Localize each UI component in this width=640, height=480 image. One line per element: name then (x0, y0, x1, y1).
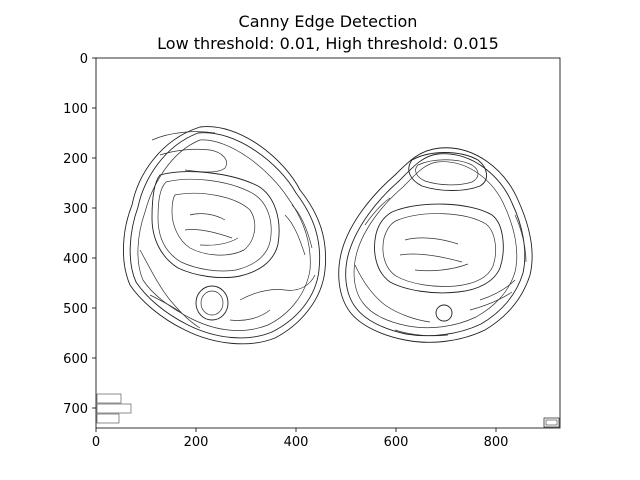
y-axis: 0 100 200 300 400 500 600 700 (63, 52, 96, 417)
edge-image (95, 57, 561, 429)
figure-subtitle: Low threshold: 0.01, High threshold: 0.0… (157, 34, 499, 53)
x-axis: 0 200 400 600 800 (92, 428, 509, 450)
x-tick-label: 600 (384, 435, 409, 450)
y-tick-label: 500 (63, 302, 88, 317)
figure-title: Canny Edge Detection (238, 12, 418, 31)
y-tick-label: 600 (63, 352, 88, 367)
y-tick-label: 200 (63, 152, 88, 167)
x-tick-label: 200 (184, 435, 209, 450)
x-tick-label: 400 (284, 435, 309, 450)
x-tick-label: 800 (484, 435, 509, 450)
y-tick-label: 100 (63, 102, 88, 117)
x-tick-label: 0 (92, 435, 100, 450)
y-tick-label: 400 (63, 252, 88, 267)
axes-frame (95, 57, 561, 429)
y-tick-label: 700 (63, 402, 88, 417)
y-tick-label: 0 (80, 52, 88, 67)
y-tick-label: 300 (63, 202, 88, 217)
